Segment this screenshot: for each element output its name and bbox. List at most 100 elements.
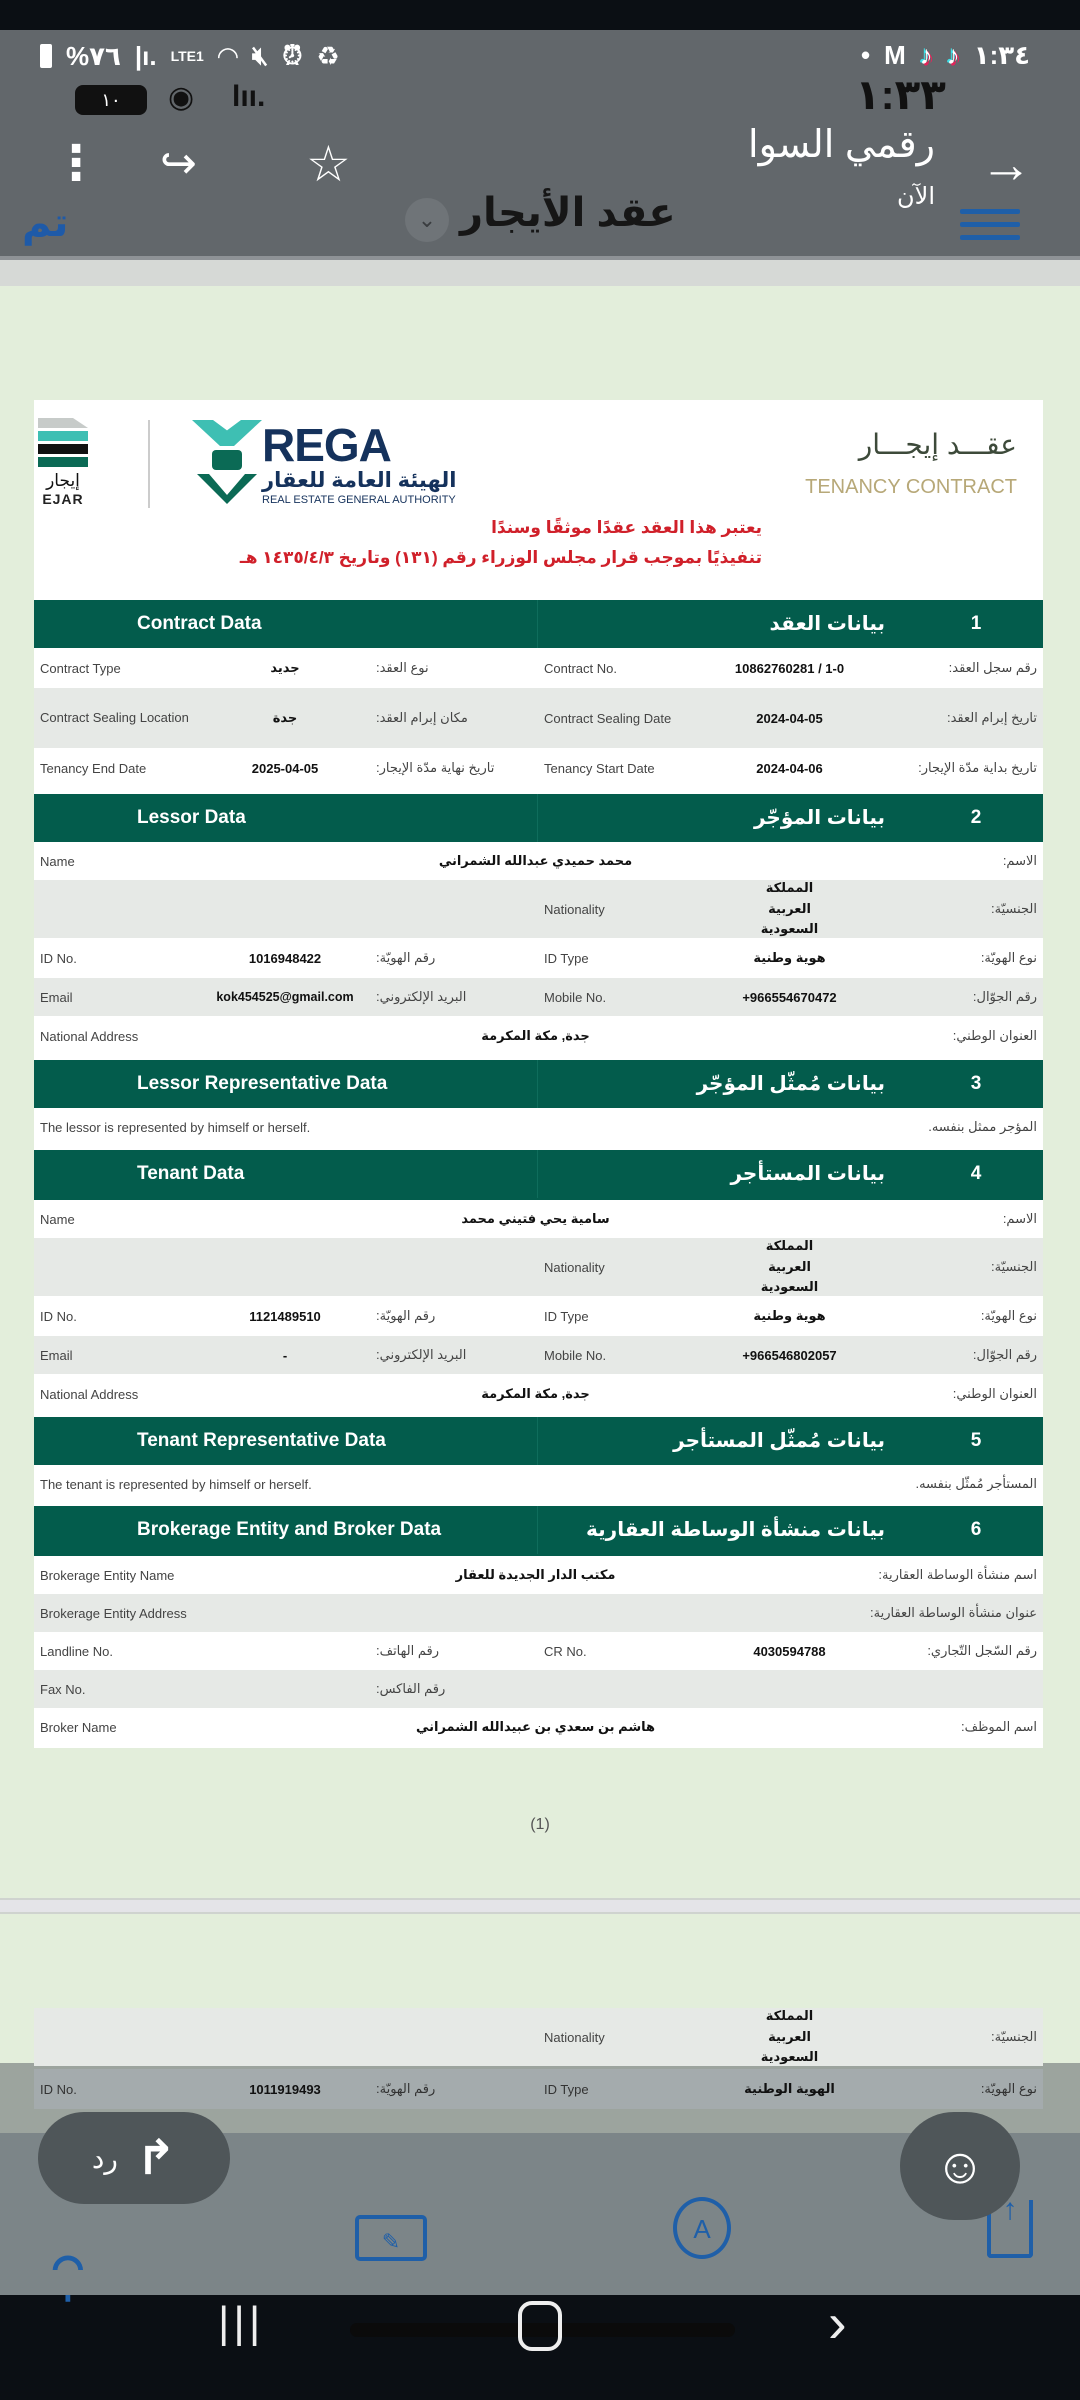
alarm-icon: ⏰︎ <box>282 40 303 70</box>
camera-cutout-bar <box>0 0 1080 30</box>
section-lessor-representative: Lessor Representative Data بيانات مُمثّل … <box>34 1060 1043 1146</box>
label-ar: الاسم: <box>1002 853 1037 868</box>
section-title-en: Contract Data <box>137 613 262 634</box>
value: جدة, مكة المكرمة <box>481 1028 590 1043</box>
done-button[interactable]: تم <box>22 201 69 245</box>
section-header: Tenant Data بيانات المستأجر 4 <box>34 1150 1043 1200</box>
section-title-ar: بيانات منشأة الوساطة العقارية <box>586 1519 885 1541</box>
label-ar: الجنسيّة: <box>991 2029 1037 2044</box>
label-ar: رقم الهويّة: <box>376 2081 436 2096</box>
sign-icon[interactable]: ✎ <box>355 2215 427 2261</box>
section-number: 6 <box>970 1519 982 1540</box>
notification-when: الآن <box>897 183 935 210</box>
value: الهوية الوطنية <box>744 2081 835 2096</box>
value: هوية وطنية <box>753 1308 826 1323</box>
arrow-right-icon[interactable]: → <box>980 136 1032 194</box>
divider <box>0 260 1080 286</box>
phone-value[interactable]: +966554670472 <box>742 989 837 1005</box>
bottom-black-bar <box>0 2358 1080 2400</box>
table-row: Brokerage Entity Name مكتب الدار الجديدة … <box>34 1556 1043 1594</box>
phone-value[interactable]: +966546802057 <box>742 1347 837 1363</box>
label-ar: اسم منشأة الوساطة العقارية: <box>878 1567 1037 1582</box>
label-en: Contract Sealing Location <box>40 709 189 725</box>
gmail-icon: M <box>884 40 906 70</box>
tiktok-icon: ♪ <box>946 40 960 70</box>
value: محمد حميدي عبدالله الشمراني <box>438 853 633 868</box>
rega-subtitle: REAL ESTATE GENERAL AUTHORITY <box>262 494 456 506</box>
divider <box>0 256 1080 260</box>
chevron-down-icon[interactable]: ⌄ <box>405 198 449 242</box>
battery-icon <box>40 44 52 68</box>
add-reaction-icon[interactable]: ☺ <box>900 2112 1020 2220</box>
table-row: Contract Sealing Location جدة مكان إبرام ا… <box>34 688 1043 748</box>
label-en: Nationality <box>544 2029 605 2045</box>
reply-label: رد <box>91 2142 118 2174</box>
label-en: Nationality <box>544 901 605 917</box>
menu-icon[interactable] <box>960 205 1020 244</box>
email-value[interactable]: kok454525@gmail.com <box>216 990 354 1004</box>
label-ar: اسم الموظف: <box>961 1719 1037 1734</box>
notification-sender[interactable]: رقمي السوا <box>748 124 935 166</box>
reply-button[interactable]: رد ↱ <box>38 2112 230 2204</box>
home-button[interactable] <box>518 2301 562 2351</box>
more-options-icon[interactable]: ⋮ <box>52 137 100 190</box>
value: المملكة العربية السعودية <box>760 879 819 937</box>
recent-apps-button[interactable]: ||| <box>218 2298 265 2347</box>
label-ar: العنوان الوطني: <box>952 1028 1037 1043</box>
gesture-bar[interactable] <box>350 2323 735 2337</box>
contract-title-ar: عقـــد إيجـــار <box>858 429 1017 460</box>
forward-icon[interactable]: ↪ <box>160 139 197 188</box>
section-header: Contract Data بيانات العقد 1 <box>34 600 1043 648</box>
table-row: ID No. 1121489510 رقم الهويّة: ID Type هوية … <box>34 1296 1043 1336</box>
table-row: Brokerage Entity Address عنوان منشأة الوس… <box>34 1594 1043 1632</box>
label-en: Brokerage Entity Address <box>40 1605 187 1621</box>
label-en: ID No. <box>40 950 77 966</box>
section-title-en: Lessor Data <box>137 807 246 828</box>
label-en: National Address <box>40 1028 139 1044</box>
section-header: Lessor Data بيانات المؤجّر 2 <box>34 794 1043 842</box>
rega-emblem <box>192 420 262 504</box>
label-en: Brokerage Entity Name <box>40 1567 175 1583</box>
page-2-fragment: Nationality المملكة العربية السعودية الجنس… <box>34 2008 1043 2109</box>
share-icon[interactable]: ↑ <box>987 2195 1033 2258</box>
rega-logo-text: REGA <box>262 419 392 471</box>
label-en: Contract Type <box>40 660 121 676</box>
notification-dot: • <box>860 40 871 70</box>
recycle-icon: ♻︎ <box>316 40 340 71</box>
value: 1011919493 <box>249 2081 321 2097</box>
label-ar: رقم الهويّة: <box>376 1308 436 1323</box>
star-icon[interactable]: ☆ <box>306 136 351 192</box>
note-ar: المستأجر مُمثّل بنفسه. <box>915 1476 1037 1491</box>
table-row: Nationality المملكة العربية السعودية الجنس… <box>34 1238 1043 1296</box>
label-ar: عنوان منشأة الوساطة العقارية: <box>870 1605 1037 1620</box>
label-en: Mobile No. <box>544 1347 607 1363</box>
top-app-bar: %٧٦ |ı. LTE1 ◠ 🔇︎ ⏰︎ ♻︎ • M ♪ ♪ ١:٣٤ ١٠ … <box>0 30 1080 256</box>
label-ar: رقم السّجل التّجاري: <box>927 1643 1037 1658</box>
value: 10862760281 / 1-0 <box>734 660 845 676</box>
label-en: Name <box>40 1211 75 1227</box>
notification-time: ١:٣٣ <box>855 71 946 118</box>
email-value: - <box>282 1347 288 1363</box>
section-title-en: Tenant Representative Data <box>137 1430 386 1451</box>
markup-pen-icon[interactable]: A <box>673 2197 731 2259</box>
section-number: 3 <box>970 1073 982 1094</box>
label-ar: نوع الهويّة: <box>980 1308 1037 1323</box>
label-en: ID Type <box>544 950 589 966</box>
note-ar: المؤجر ممثل بنفسه. <box>928 1119 1037 1134</box>
table-row: Landline No. رقم الهاتف: CR No. 4030594788 ر… <box>34 1632 1043 1670</box>
ejar-logo: إيجار EJAR <box>38 418 88 507</box>
table-row: The tenant is represented by himself or … <box>34 1465 1043 1503</box>
label-ar: الجنسيّة: <box>991 901 1037 916</box>
table-row: Nationality المملكة العربية السعودية الجنس… <box>34 2008 1043 2066</box>
label-ar: مكان إبرام العقد: <box>376 710 468 725</box>
back-button[interactable]: › <box>828 2291 847 2354</box>
value: 1121489510 <box>249 1308 321 1324</box>
table-row: Nationality المملكة العربية السعودية الجنس… <box>34 880 1043 938</box>
label-ar: رقم سجل العقد: <box>948 660 1037 675</box>
label-ar: رقم الفاكس: <box>376 1681 446 1696</box>
value: 2025-04-05 <box>251 760 319 776</box>
clock: ١:٣٤ <box>973 40 1030 70</box>
section-title-en: Tenant Data <box>137 1163 245 1184</box>
value: جدة <box>272 710 298 725</box>
value: المملكة العربية السعودية <box>760 2007 819 2065</box>
